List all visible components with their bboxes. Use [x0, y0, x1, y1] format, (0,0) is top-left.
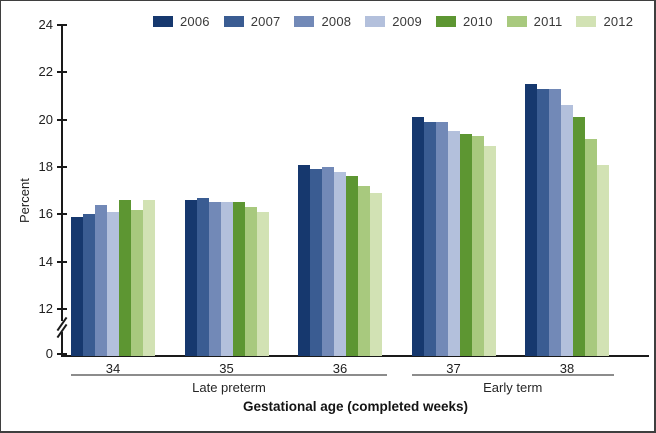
x-category-label: 35 — [219, 361, 234, 376]
bar-2006-week35 — [184, 200, 197, 356]
bar-2008-week36 — [322, 166, 334, 356]
legend-year-label: 2012 — [603, 14, 634, 29]
bar-2006-week37 — [411, 117, 424, 356]
legend-item-2006: 2006 — [153, 14, 210, 29]
legend-year-label: 2008 — [321, 14, 352, 29]
bar-2010-week35 — [232, 202, 245, 356]
bar-2010-week37 — [459, 133, 472, 356]
legend-item-2009: 2009 — [365, 14, 422, 29]
bar-2008-week35 — [208, 202, 221, 356]
bar-2010-week36 — [346, 176, 358, 356]
y-axis-break-gap — [59, 321, 65, 332]
x-category-label: 36 — [332, 361, 348, 376]
bar-2009-week34 — [107, 211, 119, 356]
legend-swatch-icon — [153, 16, 173, 27]
section-underline — [411, 374, 614, 376]
y-tick-label: 12 — [38, 301, 53, 316]
bar-2007-week36 — [310, 169, 322, 356]
legend-year-label: 2009 — [392, 14, 422, 29]
legend-swatch-icon — [223, 16, 244, 27]
bar-2009-week36 — [334, 171, 346, 356]
y-tick — [57, 213, 67, 216]
bar-2011-week36 — [358, 185, 370, 356]
bar-2012-week36 — [370, 193, 382, 356]
bar-2007-week34 — [83, 214, 95, 356]
section-underline — [71, 374, 387, 376]
bar-2011-week34 — [131, 209, 143, 356]
y-tick-label: 14 — [38, 253, 53, 269]
bar-2009-week35 — [220, 202, 233, 356]
legend-swatch-icon — [576, 16, 597, 27]
x-axis-title: Gestational age (completed weeks) — [242, 399, 469, 414]
bar-2012-week37 — [483, 145, 496, 356]
bar-2011-week37 — [471, 136, 484, 356]
x-axis-line — [61, 355, 649, 357]
bar-2009-week38 — [561, 105, 573, 356]
y-tick-label: 18 — [38, 158, 53, 174]
bar-2011-week35 — [244, 207, 257, 356]
x-category-label: 34 — [105, 361, 121, 376]
legend-item-2012: 2012 — [576, 14, 633, 29]
y-tick-label: 0 — [45, 345, 53, 361]
y-tick — [57, 352, 67, 355]
legend-swatch-icon — [506, 16, 527, 27]
y-tick-label: 20 — [38, 111, 53, 127]
legend-year-label: 2006 — [180, 14, 210, 29]
bar-2008-week38 — [549, 88, 561, 356]
y-tick — [57, 260, 67, 263]
y-tick-label: 22 — [38, 64, 53, 80]
bar-2007-week38 — [537, 88, 549, 356]
bar-2009-week37 — [447, 131, 460, 356]
legend-swatch-icon — [294, 16, 315, 27]
section-label: Late preterm — [192, 380, 266, 395]
y-tick — [57, 23, 67, 26]
legend-swatch-icon — [435, 16, 456, 27]
x-category-label: 37 — [446, 361, 461, 376]
y-tick-label: 24 — [38, 16, 53, 32]
bar-2006-week34 — [71, 216, 83, 356]
bar-2008-week37 — [435, 122, 448, 356]
legend-item-2007: 2007 — [223, 14, 281, 29]
bar-2006-week38 — [525, 84, 537, 356]
bar-2010-week34 — [119, 200, 131, 356]
legend: 2006 2007 2008 2009 2010 2011 2012 — [153, 14, 633, 29]
legend-year-label: 2010 — [462, 14, 493, 29]
legend-swatch-icon — [365, 16, 386, 27]
bar-2010-week38 — [573, 117, 585, 356]
y-tick-label: 16 — [38, 206, 53, 222]
bar-2006-week36 — [298, 164, 310, 356]
y-tick — [57, 308, 67, 310]
y-tick — [57, 71, 67, 74]
y-tick — [57, 118, 67, 121]
bar-2011-week38 — [585, 138, 597, 356]
bar-2007-week37 — [423, 122, 436, 356]
y-axis-line — [61, 25, 63, 356]
y-tick — [57, 165, 67, 168]
section-label: Early term — [483, 380, 543, 395]
x-category-label: 38 — [559, 361, 575, 376]
legend-item-2011: 2011 — [506, 14, 563, 29]
bar-2012-week35 — [256, 211, 269, 356]
legend-year-label: 2007 — [250, 14, 281, 29]
bar-2008-week34 — [95, 204, 107, 356]
legend-year-label: 2011 — [533, 14, 563, 29]
legend-item-2008: 2008 — [294, 14, 351, 29]
bar-2007-week35 — [196, 197, 209, 356]
bar-2012-week34 — [143, 200, 155, 356]
bar-2012-week38 — [597, 164, 609, 356]
legend-item-2010: 2010 — [435, 14, 493, 29]
